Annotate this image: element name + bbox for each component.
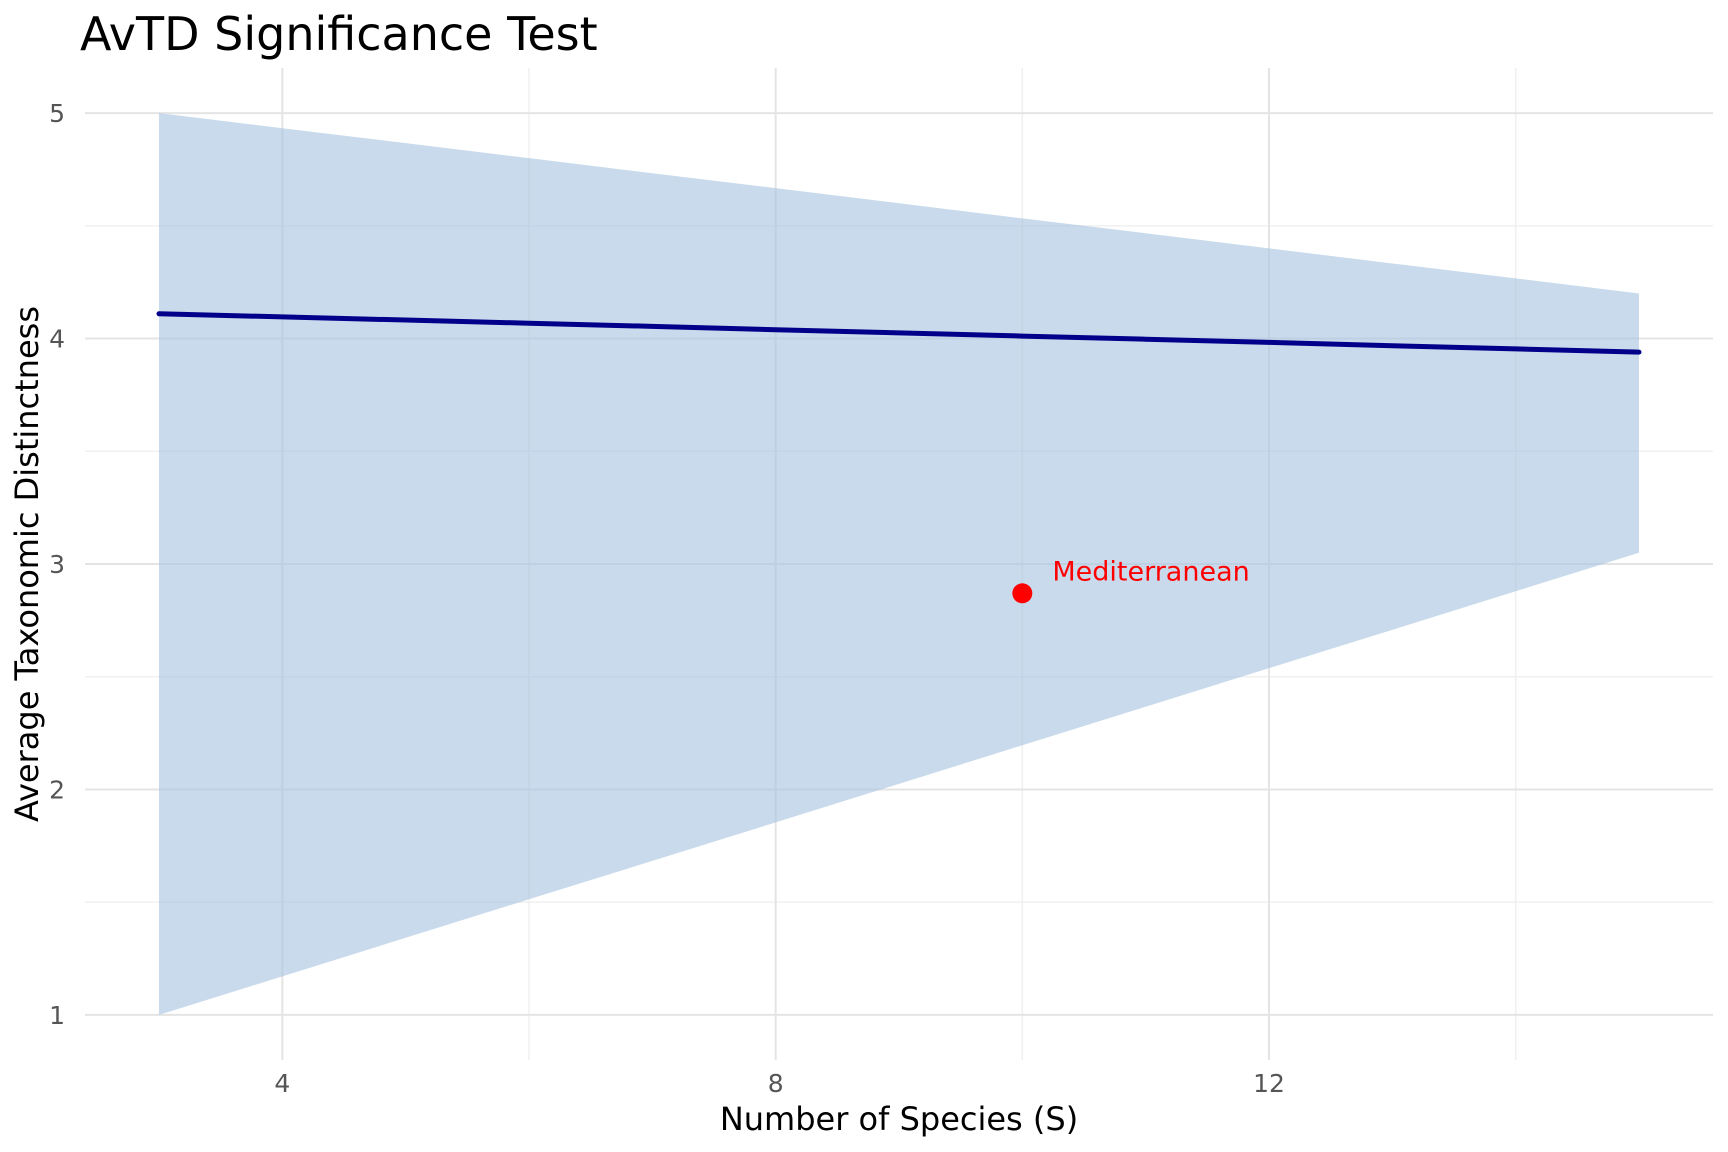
- y-tick-label: 3: [49, 550, 65, 579]
- confidence-band-group: [159, 113, 1639, 1015]
- x-tick-label: 12: [1253, 1069, 1285, 1098]
- observed-point: [1012, 583, 1033, 604]
- mean-line-group: [156, 311, 1642, 355]
- chart-title: AvTD Significance Test: [80, 7, 598, 61]
- observed-point-group: Mediterranean: [1012, 556, 1250, 604]
- confidence-band: [159, 113, 1639, 1015]
- x-tick-label: 8: [768, 1069, 784, 1098]
- expected-mean-line: [156, 311, 1642, 355]
- y-tick-label: 2: [49, 775, 65, 804]
- y-axis-title: Average Taxonomic Distinctness: [8, 306, 46, 822]
- y-tick-label: 4: [49, 325, 65, 354]
- y-tick-label: 5: [49, 99, 65, 128]
- x-tick-label: 4: [274, 1069, 290, 1098]
- x-axis-title: Number of Species (S): [720, 1100, 1078, 1138]
- observed-point-label: Mediterranean: [1052, 556, 1249, 587]
- y-tick-label: 1: [49, 1001, 65, 1030]
